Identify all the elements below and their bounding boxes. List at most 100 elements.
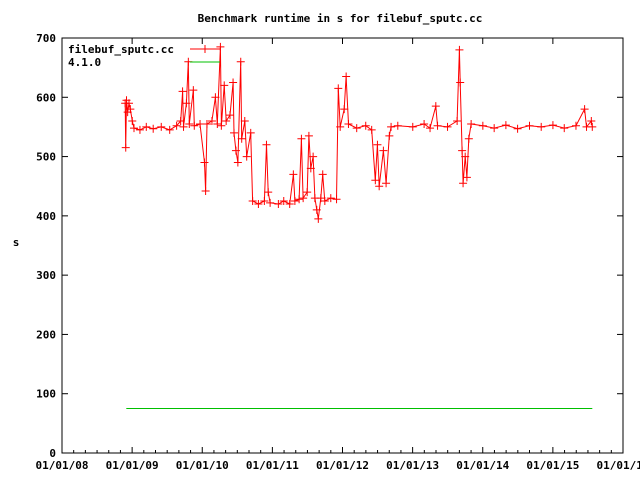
x-tick-label: 01/01/14	[456, 459, 509, 472]
data-point	[207, 117, 216, 125]
data-point	[373, 140, 382, 149]
data-point	[217, 121, 226, 130]
data-point	[548, 121, 557, 130]
data-point	[179, 122, 188, 131]
data-point	[332, 195, 341, 204]
data-point	[525, 121, 534, 130]
data-point	[464, 134, 473, 143]
x-tick-label: 01/01/11	[246, 459, 299, 472]
data-point	[304, 131, 313, 140]
data-point	[342, 72, 351, 81]
data-point	[246, 128, 255, 137]
data-point	[309, 152, 318, 161]
data-point	[248, 197, 257, 206]
data-point	[254, 200, 263, 208]
y-tick-label: 700	[36, 32, 56, 45]
x-tick-label: 01/01/08	[36, 459, 89, 472]
data-point	[213, 119, 222, 128]
data-point	[420, 119, 429, 128]
data-point	[361, 121, 370, 130]
data-point	[185, 119, 194, 128]
data-point	[297, 134, 306, 143]
series-0	[121, 42, 597, 223]
data-point	[129, 124, 138, 133]
data-point	[196, 119, 205, 128]
data-point	[220, 81, 229, 90]
data-point	[266, 198, 275, 207]
data-point	[176, 117, 185, 125]
y-tick-label: 300	[36, 269, 56, 282]
data-point	[178, 87, 187, 96]
y-axis-label: s	[13, 236, 20, 249]
legend-label-0: filebuf_sputc.cc	[68, 43, 174, 56]
legend-label-1: 4.1.0	[68, 56, 101, 69]
data-point	[320, 197, 329, 206]
data-point	[295, 195, 304, 204]
data-point	[334, 84, 343, 93]
data-point	[455, 45, 464, 54]
data-point	[172, 121, 181, 130]
data-point	[274, 200, 283, 208]
data-point	[189, 86, 198, 95]
data-point	[222, 117, 231, 125]
data-point	[201, 186, 210, 195]
data-point	[367, 125, 376, 134]
data-point	[200, 158, 209, 167]
data-point	[501, 121, 510, 130]
data-point	[262, 140, 271, 149]
data-point	[513, 124, 522, 133]
x-tick-label: 01/01/13	[386, 459, 439, 472]
legend-marker-0	[201, 45, 209, 53]
data-point	[490, 124, 499, 133]
data-point	[371, 176, 380, 185]
data-point	[393, 121, 402, 130]
data-point	[560, 124, 569, 133]
data-point	[157, 122, 166, 131]
data-point	[126, 105, 135, 114]
chart-title: Benchmark runtime in s for filebuf_sputc…	[198, 12, 483, 25]
data-point	[443, 122, 452, 131]
data-point	[303, 188, 312, 197]
data-point	[229, 78, 238, 87]
data-point	[314, 214, 323, 223]
y-tick-label: 0	[49, 447, 56, 460]
data-point	[121, 143, 130, 152]
x-tick-label: 01/01/10	[176, 459, 229, 472]
series-line	[124, 46, 593, 219]
data-point	[336, 122, 345, 131]
data-point	[260, 197, 269, 206]
data-point	[478, 121, 487, 130]
data-point	[236, 57, 245, 66]
x-tick-label: 01/01/09	[106, 459, 159, 472]
data-point	[431, 102, 440, 111]
data-point	[190, 121, 199, 130]
data-point	[202, 119, 211, 128]
data-point	[299, 194, 308, 203]
data-point	[318, 170, 327, 179]
data-point	[231, 146, 240, 155]
data-point	[142, 122, 151, 131]
data-point	[290, 197, 299, 206]
legend: filebuf_sputc.cc 4.1.0	[68, 43, 220, 69]
data-point	[462, 173, 471, 182]
data-point	[458, 146, 467, 155]
data-point	[453, 117, 462, 125]
data-point	[588, 122, 597, 131]
y-tick-label: 100	[36, 388, 56, 401]
data-point	[382, 179, 391, 188]
data-point	[233, 158, 242, 167]
data-point	[128, 117, 137, 125]
data-point	[571, 121, 580, 130]
y-tick-label: 400	[36, 210, 56, 223]
x-tick-label: 01/01/16	[597, 459, 640, 472]
data-point	[306, 164, 315, 173]
data-point	[149, 124, 158, 133]
data-point	[408, 122, 417, 131]
data-point	[326, 194, 335, 203]
data-point	[316, 194, 325, 203]
data-point	[385, 131, 394, 140]
data-point	[379, 146, 388, 155]
data-point	[135, 125, 144, 134]
data-point	[237, 134, 246, 143]
